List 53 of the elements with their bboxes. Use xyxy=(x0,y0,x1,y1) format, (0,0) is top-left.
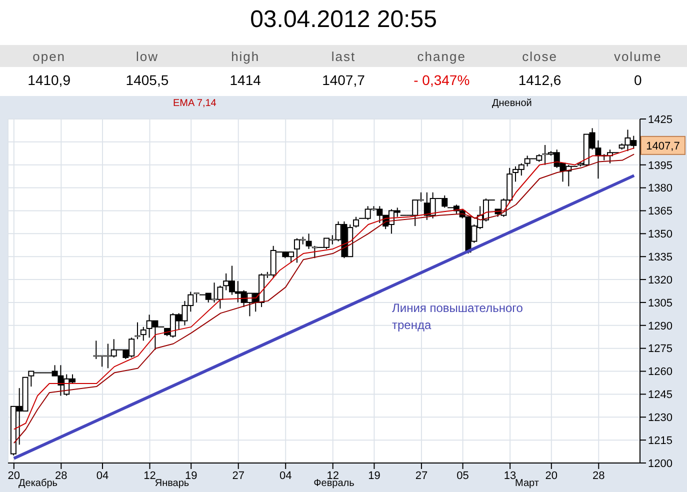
x-tick-label: 20 xyxy=(8,470,20,482)
data-label: 1414 xyxy=(228,72,262,88)
y-tick-label: 1260 xyxy=(648,366,672,378)
data-label: 1405,5 xyxy=(124,72,170,88)
y-tick-label: 1320 xyxy=(648,274,672,286)
category-label: close xyxy=(521,49,558,64)
y-tick-label: 1275 xyxy=(648,343,672,356)
x-tick-label: 27 xyxy=(415,470,428,482)
y-tick-label: 1305 xyxy=(648,297,672,310)
y-tick-label: 1395 xyxy=(648,160,672,172)
x-tick-label: 12 xyxy=(144,470,156,482)
data-label: 1412,6 xyxy=(517,72,562,88)
category-label: open xyxy=(32,49,67,64)
text: 03.04.2012 20:55 xyxy=(249,6,438,34)
y-tick-label: 1350 xyxy=(648,228,672,241)
text: Декабрь xyxy=(18,478,58,489)
chart-subtitle: Дневной xyxy=(492,98,532,109)
x-tick-label: 05 xyxy=(456,470,469,482)
x-tick-label: 27 xyxy=(232,470,244,482)
x-tick-label: 13 xyxy=(504,470,516,482)
x-tick-label: 28 xyxy=(55,470,68,482)
y-tick-label: 1290 xyxy=(648,320,672,332)
x-tick-label: 19 xyxy=(368,470,380,482)
candlestick xyxy=(140,326,146,342)
data-label: 1407,7 xyxy=(321,72,366,88)
data-label: 0 xyxy=(633,72,643,88)
y-tick-label: 1230 xyxy=(648,412,672,424)
y-tick-label: 1335 xyxy=(648,252,672,264)
y-tick-label: 1200 xyxy=(648,458,672,470)
y-tick-label: 1380 xyxy=(648,182,672,195)
text: Март xyxy=(515,478,539,489)
x-tick-label: 04 xyxy=(279,470,292,482)
x-tick-label: 28 xyxy=(592,470,605,482)
x-tick-label: 04 xyxy=(96,470,109,482)
text: EMA 7,14 xyxy=(172,98,216,109)
category-label: volume xyxy=(612,49,663,64)
annotation: Линия повышательного тренда xyxy=(392,300,524,334)
candlestick xyxy=(194,292,200,303)
category-label: last xyxy=(330,49,357,64)
category-label: low xyxy=(134,49,160,64)
y-tick-label: 1425 xyxy=(648,114,672,126)
data-label: 1410,9 xyxy=(26,72,72,88)
candlestick xyxy=(306,233,312,250)
y-tick-label: 1215 xyxy=(648,434,672,447)
candlestick xyxy=(353,216,360,228)
category-label: high xyxy=(230,49,261,64)
data-label: - 0,347% xyxy=(412,72,471,88)
candlestick xyxy=(134,322,140,340)
category-label: change xyxy=(416,49,467,64)
y-tick-label: 1365 xyxy=(648,206,672,218)
x-tick-label: 20 xyxy=(545,470,558,482)
y-tick-label: 1245 xyxy=(648,389,672,402)
annotation: 1407,7 xyxy=(646,140,680,152)
